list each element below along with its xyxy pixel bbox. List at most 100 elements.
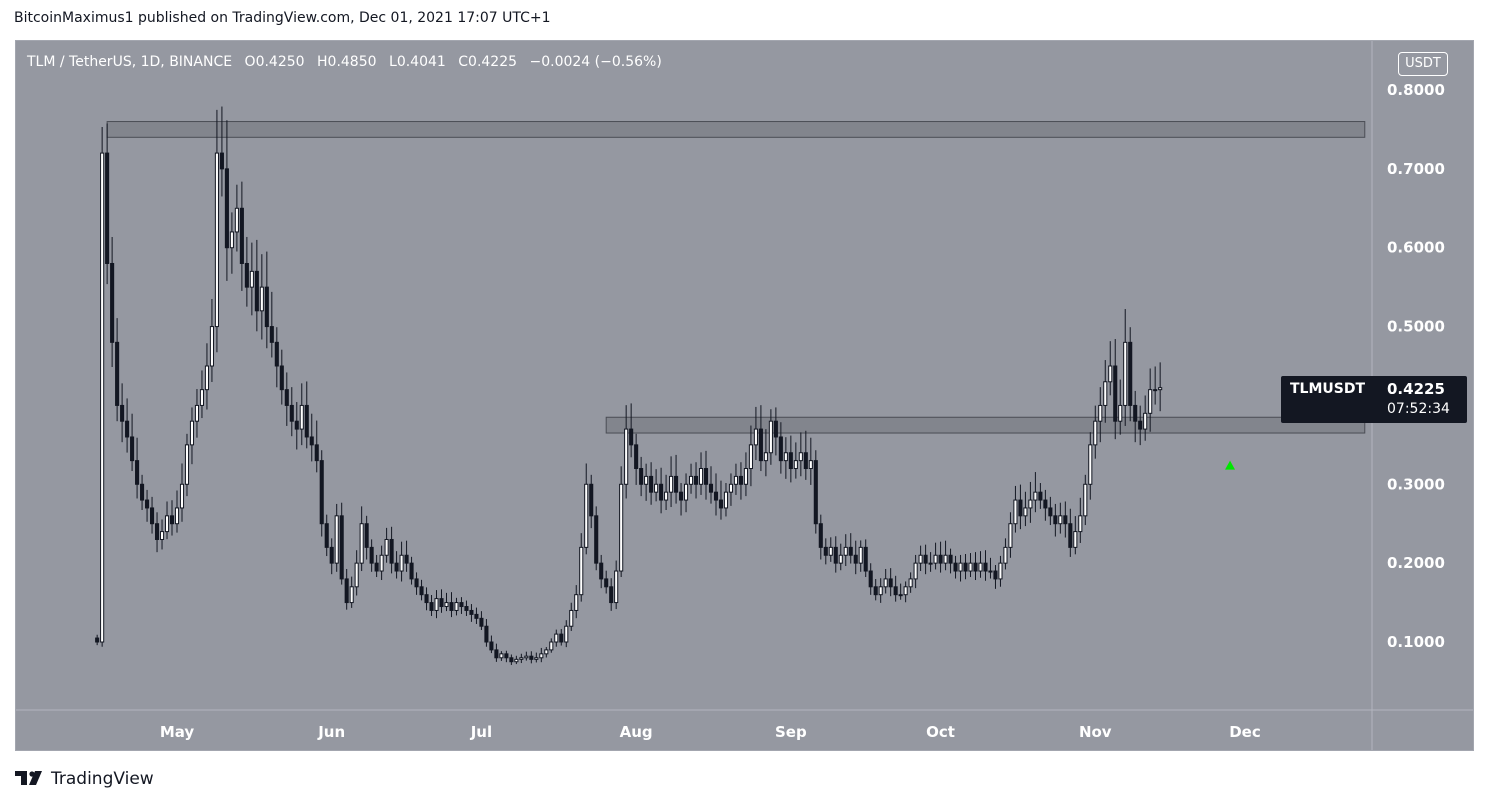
candle bbox=[424, 587, 429, 611]
candle bbox=[1123, 309, 1128, 426]
candle bbox=[983, 550, 988, 581]
candle bbox=[140, 474, 145, 510]
candle-body bbox=[539, 653, 544, 659]
candle-body bbox=[339, 515, 344, 580]
candle bbox=[1098, 387, 1103, 443]
candle bbox=[693, 462, 699, 499]
candle bbox=[135, 437, 140, 499]
candle-body bbox=[1153, 389, 1158, 392]
candle-body bbox=[369, 546, 374, 564]
candle bbox=[1043, 489, 1048, 521]
candle-body bbox=[1018, 499, 1023, 517]
candle bbox=[624, 405, 629, 499]
candle bbox=[933, 542, 938, 570]
candle bbox=[698, 452, 704, 495]
candle-body bbox=[224, 168, 229, 249]
candle-body bbox=[828, 546, 833, 556]
candle bbox=[279, 349, 284, 405]
candle-body bbox=[664, 491, 669, 501]
candle bbox=[763, 429, 768, 477]
candle-body bbox=[698, 468, 704, 485]
candle bbox=[239, 181, 244, 291]
candle bbox=[489, 635, 494, 654]
candle bbox=[274, 327, 279, 388]
currency-button[interactable]: USDT bbox=[1398, 52, 1448, 76]
candle bbox=[299, 383, 304, 446]
candle bbox=[993, 565, 998, 589]
candle bbox=[838, 543, 843, 571]
candle bbox=[359, 506, 364, 572]
candle bbox=[569, 602, 574, 631]
candle-body bbox=[229, 231, 234, 249]
candle bbox=[743, 452, 748, 497]
candle bbox=[898, 583, 903, 600]
candle bbox=[863, 539, 868, 578]
candle bbox=[479, 611, 484, 631]
publisher-caption: BitcoinMaximus1 published on TradingView… bbox=[14, 10, 551, 26]
candle bbox=[594, 506, 599, 571]
candle-body bbox=[404, 554, 409, 564]
green-arrow-marker bbox=[1225, 460, 1236, 470]
candle-body bbox=[798, 452, 803, 462]
candle bbox=[828, 537, 833, 562]
candle bbox=[674, 454, 679, 504]
candle bbox=[110, 236, 115, 367]
candle bbox=[644, 463, 649, 501]
candle bbox=[1133, 390, 1138, 443]
candle-body bbox=[214, 152, 219, 328]
candle bbox=[474, 607, 479, 624]
candle-body bbox=[424, 594, 429, 604]
candle bbox=[189, 407, 195, 465]
candle bbox=[634, 433, 639, 485]
candle bbox=[184, 433, 190, 497]
candle bbox=[669, 456, 674, 508]
candle-body bbox=[888, 578, 893, 588]
candle-body bbox=[479, 617, 484, 627]
candle-body bbox=[1063, 515, 1068, 525]
candle bbox=[718, 480, 724, 520]
candle-body bbox=[644, 475, 649, 485]
candle bbox=[823, 538, 828, 565]
candle-body bbox=[514, 658, 519, 663]
candle-body bbox=[783, 452, 788, 462]
candle bbox=[145, 489, 150, 522]
y-tick-label: 0.1000 bbox=[1387, 633, 1445, 651]
candle bbox=[394, 551, 399, 579]
candle-body bbox=[813, 460, 818, 525]
candle-body bbox=[189, 420, 195, 446]
candle-body bbox=[659, 483, 664, 501]
candle-body bbox=[474, 613, 479, 619]
footer-brand[interactable]: TradingView bbox=[51, 769, 154, 789]
legend-high-label: H bbox=[317, 54, 328, 70]
candle bbox=[159, 519, 165, 550]
candle bbox=[629, 403, 634, 458]
chart-pane[interactable] bbox=[15, 40, 1474, 751]
candle bbox=[459, 597, 464, 614]
candle-body bbox=[594, 515, 599, 564]
candle bbox=[404, 540, 409, 572]
tradingview-logo-icon[interactable] bbox=[15, 770, 45, 789]
candle bbox=[564, 620, 569, 648]
candle-body bbox=[1008, 523, 1013, 548]
legend-symbol[interactable]: TLM / TetherUS, 1D, BINANCE bbox=[27, 54, 233, 70]
candle bbox=[554, 629, 559, 647]
candle-body bbox=[145, 499, 150, 509]
candle bbox=[524, 651, 529, 661]
candle-body bbox=[649, 475, 654, 493]
candle bbox=[549, 638, 554, 653]
candle bbox=[813, 450, 818, 534]
candle-body bbox=[629, 428, 634, 446]
candle bbox=[374, 554, 379, 578]
symbol-legend: TLM / TetherUS, 1D, BINANCE O0.4250 H0.4… bbox=[27, 54, 662, 70]
candle bbox=[169, 500, 175, 536]
candle bbox=[923, 544, 928, 575]
candle bbox=[683, 473, 689, 513]
badge-price: 0.4225 bbox=[1387, 380, 1445, 398]
candle-body bbox=[244, 262, 249, 288]
candle-body bbox=[194, 404, 200, 422]
candle-body bbox=[693, 475, 699, 485]
candle-body bbox=[619, 483, 624, 572]
candle-body bbox=[304, 404, 309, 438]
candle bbox=[219, 106, 224, 197]
